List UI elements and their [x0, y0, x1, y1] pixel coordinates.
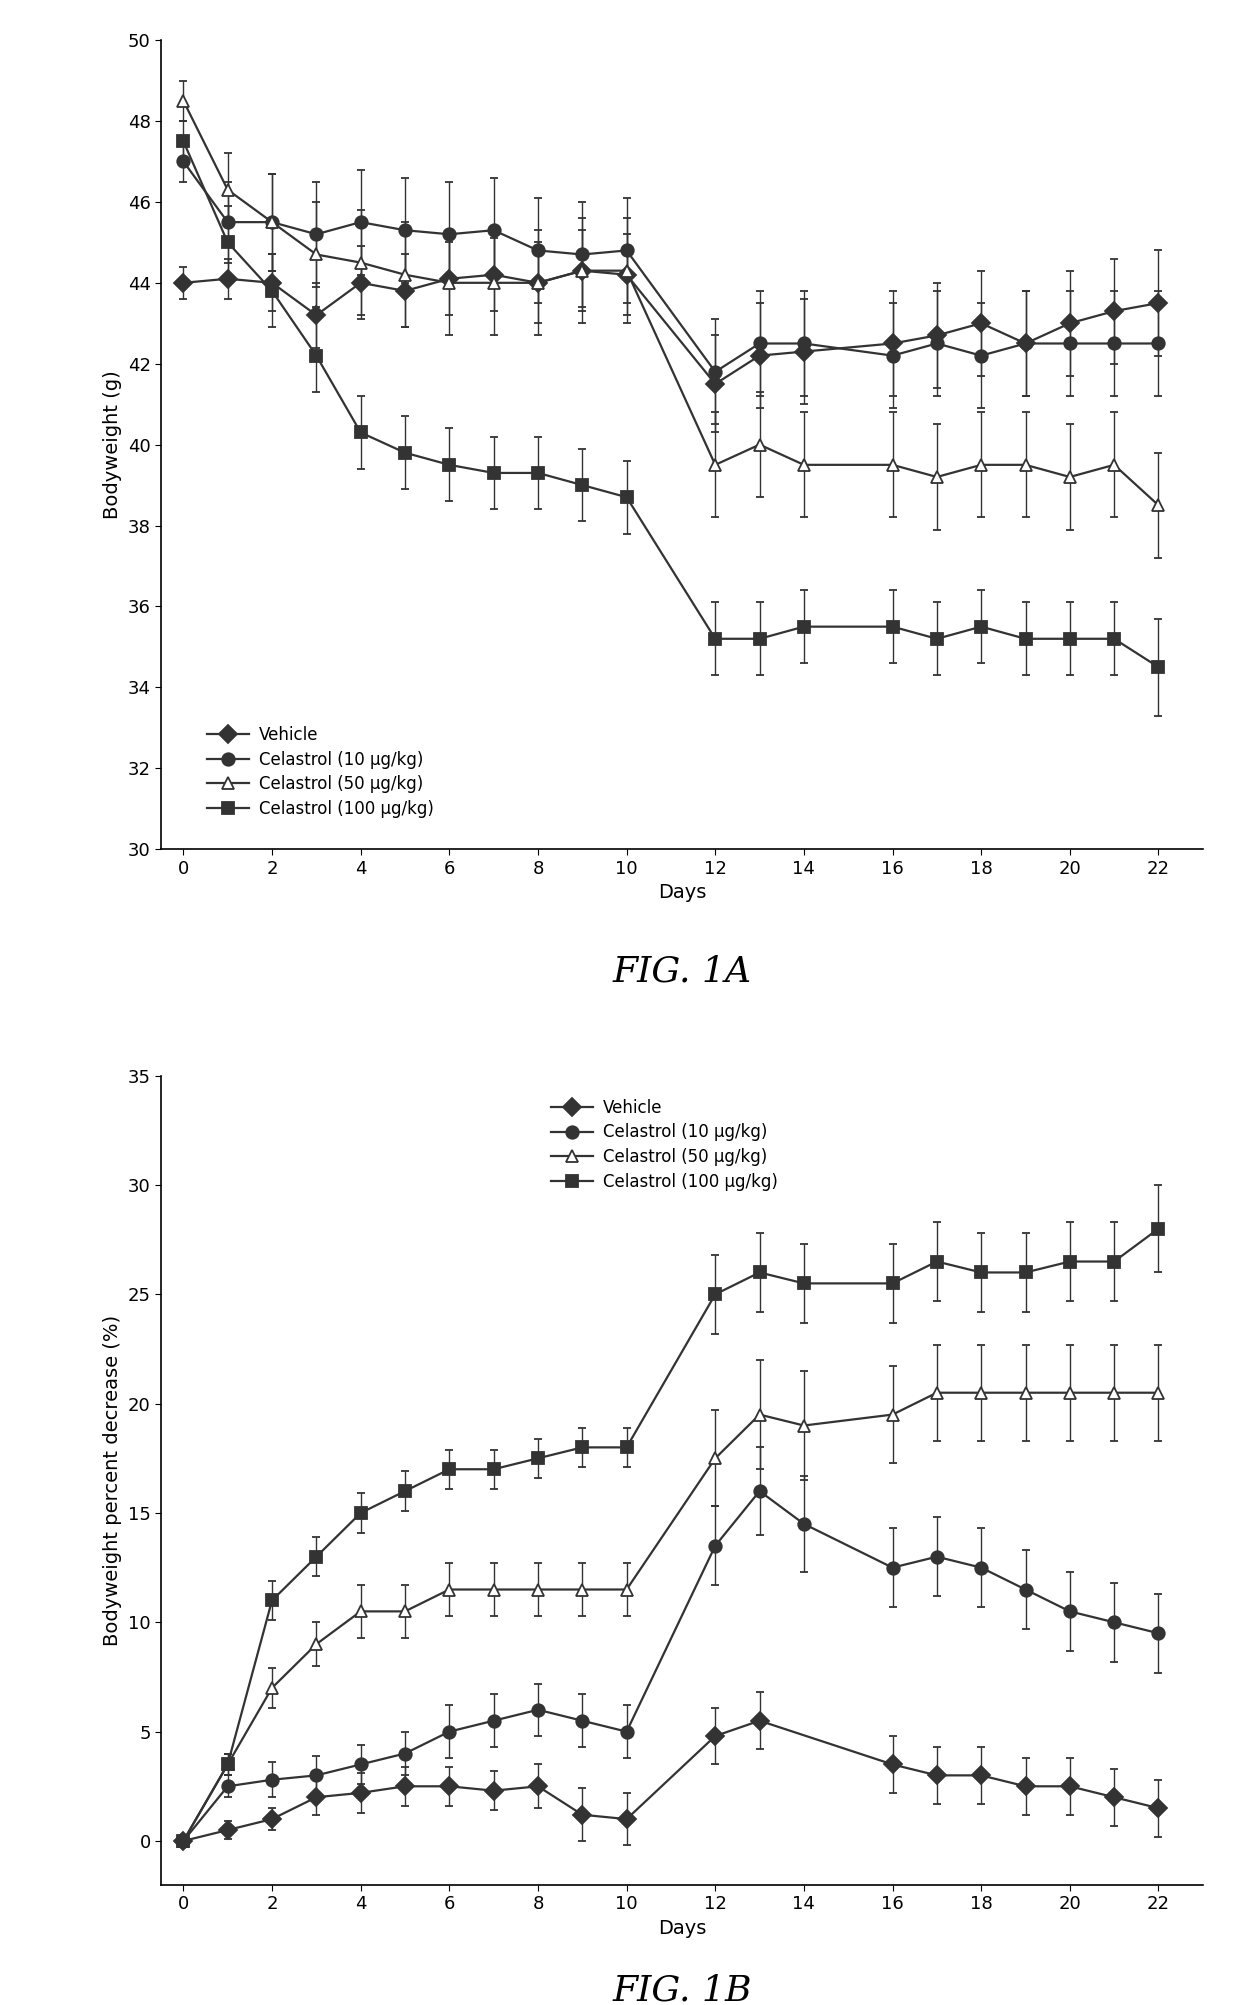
Legend: Vehicle, Celastrol (10 μg/kg), Celastrol (50 μg/kg), Celastrol (100 μg/kg): Vehicle, Celastrol (10 μg/kg), Celastrol…	[201, 720, 440, 824]
Y-axis label: Bodyweight percent decrease (%): Bodyweight percent decrease (%)	[103, 1315, 123, 1646]
X-axis label: Days: Days	[657, 882, 707, 902]
Text: FIG. 1B: FIG. 1B	[613, 1973, 751, 2005]
Text: FIG. 1A: FIG. 1A	[613, 954, 751, 988]
Y-axis label: Bodyweight (g): Bodyweight (g)	[103, 371, 123, 519]
Legend: Vehicle, Celastrol (10 μg/kg), Celastrol (50 μg/kg), Celastrol (100 μg/kg): Vehicle, Celastrol (10 μg/kg), Celastrol…	[544, 1093, 785, 1197]
X-axis label: Days: Days	[657, 1919, 707, 1937]
